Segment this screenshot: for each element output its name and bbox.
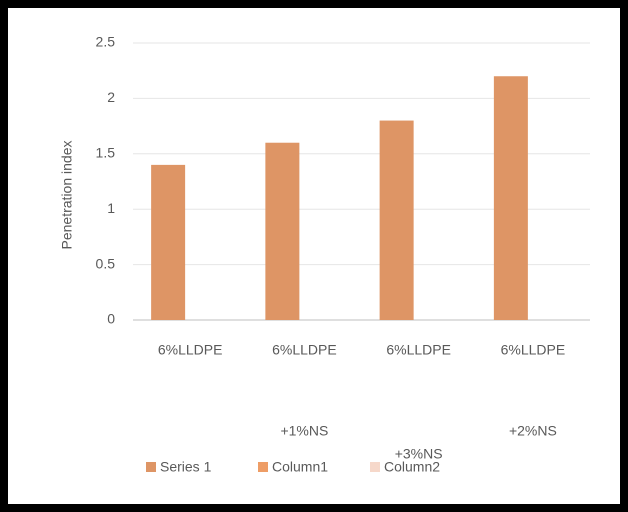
- bar: [379, 120, 414, 320]
- x-tick-label: 6%LLDPE: [272, 342, 337, 358]
- x-tick-label: +1%NS: [280, 423, 328, 439]
- y-tick-label: 2: [107, 89, 115, 105]
- y-axis-label: Penetration index: [59, 141, 75, 250]
- x-tick-label: +2%NS: [509, 423, 557, 439]
- bar: [493, 76, 528, 321]
- y-tick-label: 2.5: [96, 34, 116, 50]
- legend-swatch: [258, 462, 268, 472]
- y-tick-label: 1: [107, 200, 115, 216]
- legend-label: Column2: [384, 459, 440, 475]
- y-tick-label: 0.5: [96, 255, 116, 271]
- y-tick-label: 0: [107, 311, 115, 327]
- x-tick-label: 6%LLDPE: [386, 342, 451, 358]
- legend-swatch: [370, 462, 380, 472]
- bar: [265, 142, 300, 320]
- x-tick-label: 6%LLDPE: [501, 342, 566, 358]
- y-tick-label: 1.5: [96, 145, 116, 161]
- x-tick-label: 6%LLDPE: [158, 342, 223, 358]
- legend-label: Column1: [272, 459, 328, 475]
- legend-label: Series 1: [160, 459, 212, 475]
- x-tick-label: +3%NS: [395, 446, 443, 462]
- legend-swatch: [146, 462, 156, 472]
- bar: [151, 164, 186, 320]
